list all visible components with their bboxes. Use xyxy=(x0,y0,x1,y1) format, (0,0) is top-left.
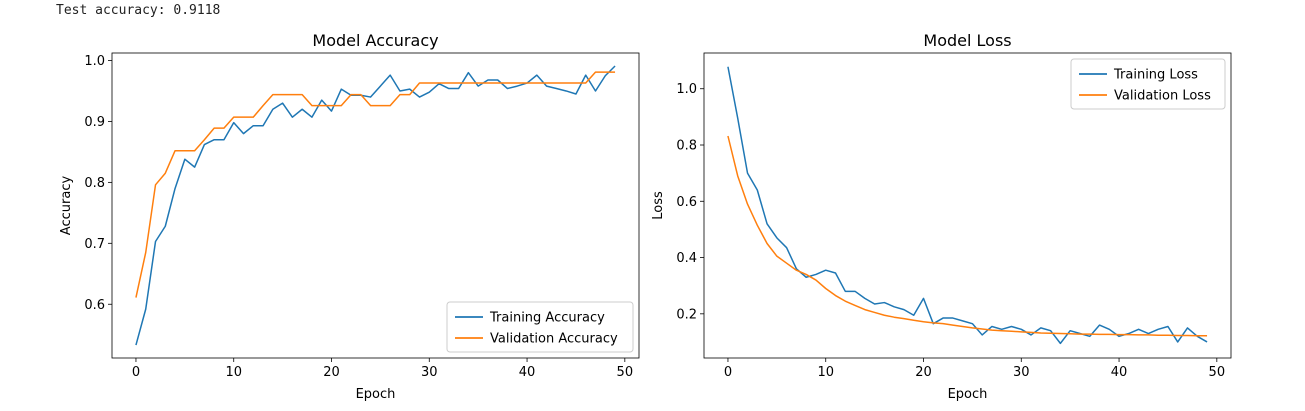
y-tick-label: 0.8 xyxy=(676,139,697,154)
y-tick-label: 0.6 xyxy=(84,298,105,313)
x-tick-label: 40 xyxy=(1111,365,1128,380)
x-tick-label: 30 xyxy=(421,365,438,380)
x-axis-label: Epoch xyxy=(356,387,396,402)
x-tick-label: 30 xyxy=(1013,365,1030,380)
x-axis-label: Epoch xyxy=(948,387,988,402)
x-tick-label: 10 xyxy=(225,365,242,380)
x-tick-label: 20 xyxy=(915,365,932,380)
series-line-0 xyxy=(135,65,616,346)
chart-title: Model Loss xyxy=(923,31,1011,50)
x-tick-label: 50 xyxy=(1209,365,1226,380)
y-tick-label: 1.0 xyxy=(676,82,697,97)
x-tick-label: 10 xyxy=(817,365,834,380)
x-tick-label: 0 xyxy=(724,365,732,380)
chart-accuracy: 0 10 20 30 40 50 0.6 0.7 0.8 0.9 1.0 Model Accuracy… xyxy=(59,31,640,402)
x-tick-label: 40 xyxy=(519,365,536,380)
series-line-1 xyxy=(135,71,616,298)
chart-loss: 0 10 20 30 40 50 0.2 0.4 0.6 0.8 1.0 Model Loss Epoc… xyxy=(651,31,1232,402)
y-tick-label: 0.8 xyxy=(84,176,105,191)
y-tick-label: 0.9 xyxy=(84,115,105,130)
legend-box xyxy=(446,301,634,353)
plot-frame xyxy=(703,52,1232,359)
series-line-1 xyxy=(727,135,1208,337)
y-tick-label: 1.0 xyxy=(84,54,105,69)
y-tick-label: 0.4 xyxy=(676,251,697,266)
chart-title: Model Accuracy xyxy=(312,31,438,50)
y-tick-label: 0.6 xyxy=(676,195,697,210)
y-axis-label: Accuracy xyxy=(59,176,74,236)
legend-entry: Validation Loss xyxy=(1114,89,1211,104)
plot-frame xyxy=(111,52,640,359)
legend-entry: Validation Accuracy xyxy=(490,332,618,347)
y-tick-label: 0.7 xyxy=(84,237,105,252)
x-tick-label: 20 xyxy=(323,365,340,380)
legend: Training Loss Validation Loss xyxy=(1070,58,1226,110)
y-axis-label: Loss xyxy=(651,191,666,220)
console-output: Test accuracy: 0.9118 xyxy=(56,3,221,18)
x-tick-label: 50 xyxy=(617,365,634,380)
legend-entry: Training Accuracy xyxy=(489,311,605,326)
legend-entry: Training Loss xyxy=(1113,68,1198,83)
x-tick-label: 0 xyxy=(132,365,140,380)
y-tick-label: 0.2 xyxy=(676,307,697,322)
legend: Training Accuracy Validation Accuracy xyxy=(446,301,634,353)
legend-box xyxy=(1070,58,1226,110)
